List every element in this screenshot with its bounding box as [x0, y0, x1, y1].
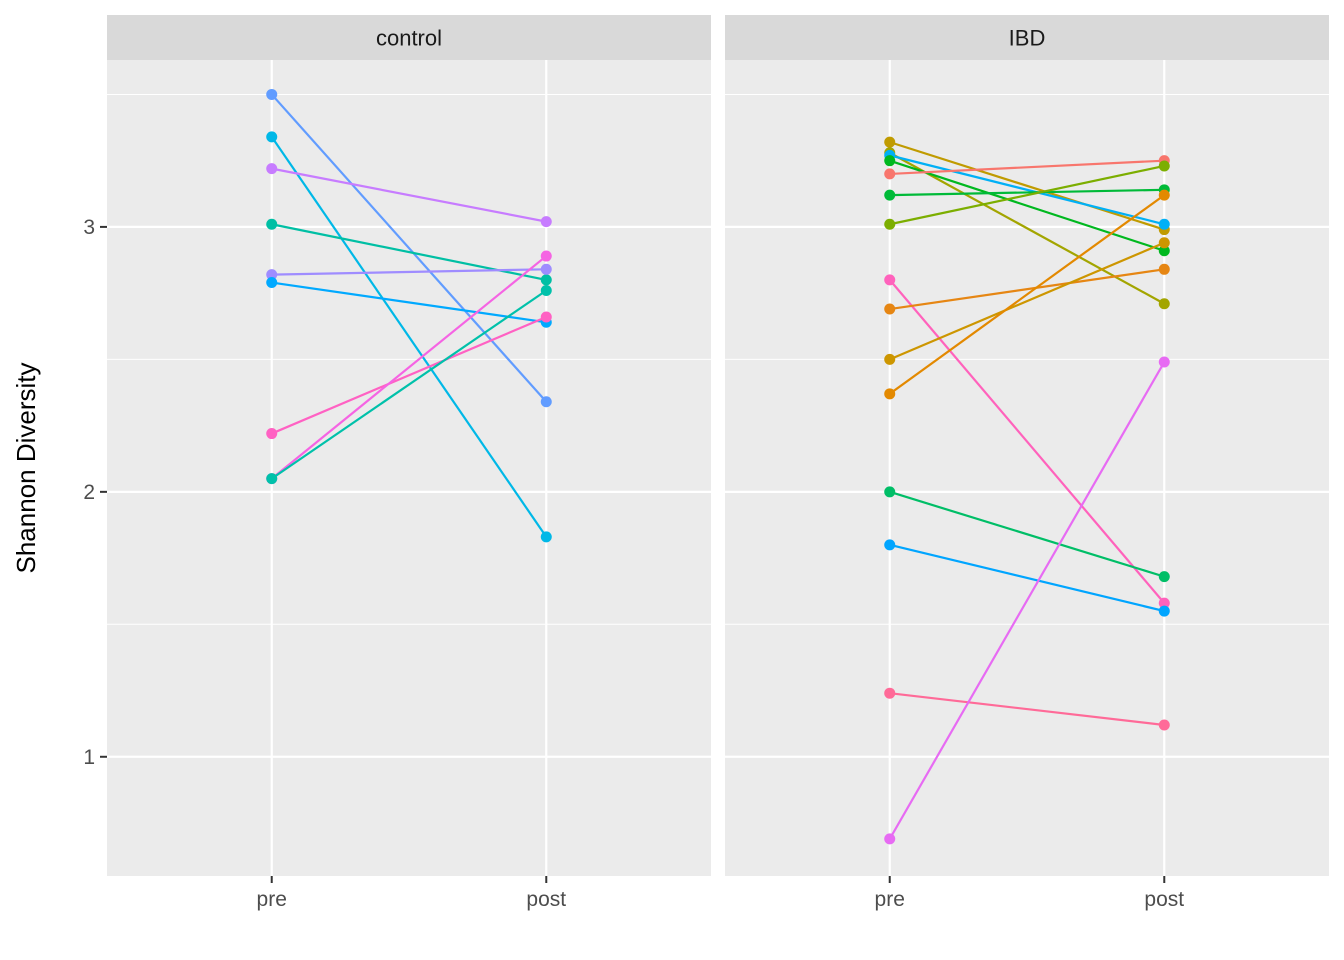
- series-line: [271, 315, 547, 435]
- series: [884, 237, 1170, 365]
- data-point: [1158, 245, 1170, 257]
- data-point: [1158, 237, 1170, 249]
- series-line: [270, 136, 548, 538]
- data-point: [1158, 597, 1170, 609]
- data-point: [1158, 189, 1170, 201]
- panel-background: [725, 60, 1329, 876]
- series-line: [889, 164, 1165, 226]
- series: [266, 263, 552, 281]
- y-tick-label: 2: [83, 481, 95, 504]
- data-point: [266, 277, 278, 289]
- x-tick-label: post: [1144, 888, 1184, 911]
- data-point: [540, 250, 552, 262]
- data-point: [884, 353, 896, 365]
- data-point: [266, 218, 278, 230]
- data-point: [884, 218, 896, 230]
- series-line: [888, 279, 1166, 604]
- series: [884, 189, 1170, 400]
- y-axis-title: Shannon Diversity: [11, 363, 41, 574]
- series-line: [889, 188, 1165, 197]
- data-point: [1158, 605, 1170, 617]
- panel-background: [107, 60, 711, 876]
- series-line: [271, 289, 547, 480]
- data-point: [266, 163, 278, 175]
- data-point: [884, 388, 896, 400]
- series: [884, 486, 1170, 583]
- data-point: [266, 269, 278, 281]
- data-point: [266, 131, 278, 143]
- series: [884, 274, 1170, 609]
- data-point: [540, 396, 552, 408]
- facet-strip-label: control: [376, 26, 442, 51]
- series-line: [270, 93, 548, 403]
- data-point: [540, 531, 552, 543]
- data-point: [540, 274, 552, 286]
- data-point: [540, 263, 552, 275]
- series-line: [889, 141, 1165, 231]
- data-point: [266, 88, 278, 100]
- data-point: [884, 687, 896, 699]
- series-line: [889, 490, 1165, 578]
- series-line: [889, 154, 1165, 226]
- y-tick-label: 1: [83, 746, 95, 769]
- panel-control: control pre post 1 2 3: [83, 15, 711, 911]
- data-point: [1158, 218, 1170, 230]
- panel-ibd: IBD pre post: [725, 15, 1329, 911]
- data-point: [1158, 160, 1170, 172]
- x-tick-label: pre: [875, 888, 905, 911]
- series: [884, 539, 1170, 617]
- x-tick-label: pre: [257, 888, 287, 911]
- data-point: [1158, 356, 1170, 368]
- data-point: [884, 168, 896, 180]
- x-tick-label: post: [526, 888, 566, 911]
- data-point: [1158, 719, 1170, 731]
- series-line: [889, 241, 1165, 361]
- series-line: [889, 194, 1165, 395]
- series-line: [271, 167, 547, 223]
- series-line: [889, 159, 1165, 252]
- data-point: [884, 833, 896, 845]
- series: [266, 163, 552, 228]
- panels: control pre post 1 2 3 IBD pre post: [83, 15, 1329, 911]
- facet-strip: [107, 15, 711, 60]
- series-line: [889, 692, 1165, 727]
- data-point: [884, 303, 896, 315]
- data-point: [540, 284, 552, 296]
- data-point: [1158, 298, 1170, 310]
- series: [884, 687, 1170, 731]
- series: [884, 263, 1170, 315]
- data-point: [884, 136, 896, 148]
- data-point: [540, 311, 552, 323]
- series: [884, 356, 1170, 845]
- data-point: [266, 428, 278, 440]
- data-point: [884, 486, 896, 498]
- series: [884, 155, 1170, 257]
- series-line: [271, 268, 547, 276]
- series: [266, 284, 552, 485]
- series: [266, 131, 552, 543]
- y-tick-label: 3: [83, 216, 95, 239]
- data-point: [1158, 263, 1170, 275]
- data-point: [884, 155, 896, 167]
- series: [266, 88, 552, 408]
- data-point: [540, 216, 552, 228]
- series-line: [271, 255, 547, 480]
- data-point: [884, 274, 896, 286]
- data-point: [884, 189, 896, 201]
- series-line: [271, 281, 547, 324]
- series-line: [889, 159, 1165, 176]
- series-line: [889, 268, 1165, 311]
- series-line: [889, 543, 1165, 613]
- data-point: [1158, 571, 1170, 583]
- series: [884, 160, 1170, 230]
- facet-strip-label: IBD: [1009, 26, 1046, 51]
- facet-strip: [725, 15, 1329, 60]
- series-line: [889, 151, 1165, 305]
- data-point: [884, 539, 896, 551]
- series: [266, 311, 552, 440]
- data-point: [266, 473, 278, 485]
- series-line: [888, 361, 1166, 840]
